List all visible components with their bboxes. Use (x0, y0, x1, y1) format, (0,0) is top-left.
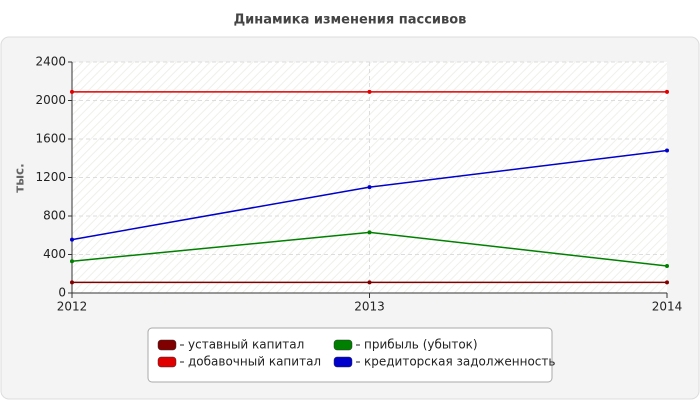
point (367, 185, 372, 190)
x-tick-label: 2012 (57, 300, 88, 314)
y-tick-label: 1600 (35, 132, 66, 146)
point (665, 264, 669, 269)
legend-swatch (333, 339, 353, 351)
point (665, 280, 669, 285)
legend-label: добавочный капитал (188, 355, 321, 369)
point (70, 280, 74, 285)
legend-swatch (157, 356, 177, 368)
point (367, 89, 372, 94)
point (665, 148, 669, 153)
chart-title: Динамика изменения пассивов (234, 13, 467, 28)
y-tick-label: 0 (58, 286, 66, 300)
legend (147, 327, 553, 383)
y-tick-label: 2400 (35, 55, 66, 69)
point (665, 89, 669, 94)
y-axis-label: тыс. (13, 163, 27, 192)
point (70, 89, 74, 94)
x-tick-label: 2013 (354, 300, 385, 314)
y-tick-label: 1200 (35, 170, 66, 184)
legend-swatch (333, 356, 353, 368)
y-tick-label: 800 (43, 209, 66, 223)
legend-label: кредиторская задолженность (364, 355, 555, 369)
y-tick-label: 400 (43, 247, 66, 261)
legend-swatch (157, 339, 177, 351)
point (70, 259, 74, 264)
legend-label: прибыль (убыток) (364, 338, 478, 352)
point (367, 280, 372, 285)
y-tick-label: 2000 (35, 93, 66, 107)
legend-label: уставный капитал (188, 338, 304, 352)
x-tick-label: 2014 (652, 300, 683, 314)
point (70, 237, 74, 242)
point (367, 230, 372, 235)
